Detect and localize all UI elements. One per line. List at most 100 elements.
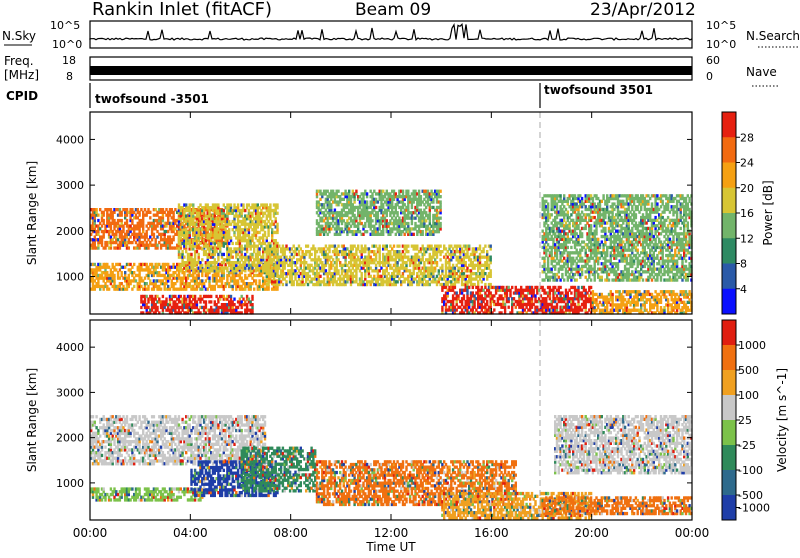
data-cell [127,279,130,283]
data-cell [346,200,349,204]
data-cell [394,269,397,273]
data-cell [349,205,353,210]
data-cell [333,227,337,231]
data-cell [201,213,204,217]
data-cell [260,244,263,248]
data-cell [267,225,270,229]
data-cell [134,232,138,236]
data-cell [444,269,448,273]
data-cell [140,284,143,289]
data-cell [210,255,213,259]
data-cell [188,308,191,312]
data-cell [349,244,353,248]
data-cell [152,284,156,289]
data-cell [322,250,326,254]
data-cell [158,208,161,212]
data-cell [174,227,177,231]
data-cell [244,300,247,304]
data-cell [249,241,252,246]
data-cell [385,247,388,251]
data-cell [242,263,245,267]
data-cell [192,224,195,228]
data-cell [111,279,114,283]
data-cell [125,232,129,236]
data-cell [193,263,197,267]
data-cell [355,189,358,193]
data-cell [251,214,254,218]
data-cell [145,287,148,291]
data-cell [238,297,242,301]
data-cell [226,311,229,315]
data-cell [466,252,469,257]
data-cell [192,239,195,243]
data-cell [258,250,261,254]
data-cell [317,263,320,267]
data-cell [387,280,390,284]
data-cell [373,277,376,281]
data-cell [319,282,322,287]
data-cell [412,266,415,270]
data-cell [228,261,231,265]
data-cell [337,213,340,218]
data-cell [183,236,186,240]
data-cell [161,282,165,286]
data-cell [247,308,251,312]
data-cell [344,263,347,267]
data-cell [197,218,200,223]
data-cell [256,244,259,248]
data-cell [188,222,191,226]
data-cell [168,297,172,301]
data-cell [244,266,247,270]
data-cell [179,246,182,250]
data-cell [357,282,360,287]
data-cell [478,255,482,259]
data-cell [385,269,388,273]
data-cell [154,308,157,312]
data-cell [199,279,202,283]
data-cell [116,287,120,291]
data-cell [265,284,268,289]
data-cell [147,273,150,278]
data-cell [150,287,154,291]
data-cell [450,280,453,284]
data-cell [251,297,254,301]
data-cell [450,258,453,262]
data-cell [251,236,254,240]
data-cell [210,241,213,246]
data-cell [253,203,256,207]
data-cell [299,255,302,259]
data-cell [369,250,372,254]
data-cell [353,221,356,226]
data-cell [382,280,385,284]
data-cell [330,197,333,201]
data-cell [326,280,329,284]
data-cell [258,236,261,240]
data-cell [314,282,317,287]
data-cell [478,263,482,267]
data-cell [150,224,154,228]
data-cell [369,274,372,278]
data-cell [192,279,195,283]
data-cell [342,263,345,267]
data-cell [408,272,412,276]
data-cell [328,203,331,207]
data-cell [315,261,319,265]
data-cell [244,311,247,315]
data-cell [149,282,152,286]
data-cell [193,250,197,254]
data-cell [222,244,225,248]
data-cell [489,244,492,248]
data-cell [437,277,440,281]
data-cell [210,222,213,226]
data-cell [204,303,208,307]
data-cell [342,192,345,196]
data-cell [258,263,261,267]
data-cell [220,284,224,289]
data-cell [319,203,322,207]
data-cell [451,255,455,259]
data-cell [188,265,191,269]
data-cell [398,272,401,276]
data-cell [183,284,186,289]
data-cell [401,258,405,262]
data-cell [362,197,365,201]
